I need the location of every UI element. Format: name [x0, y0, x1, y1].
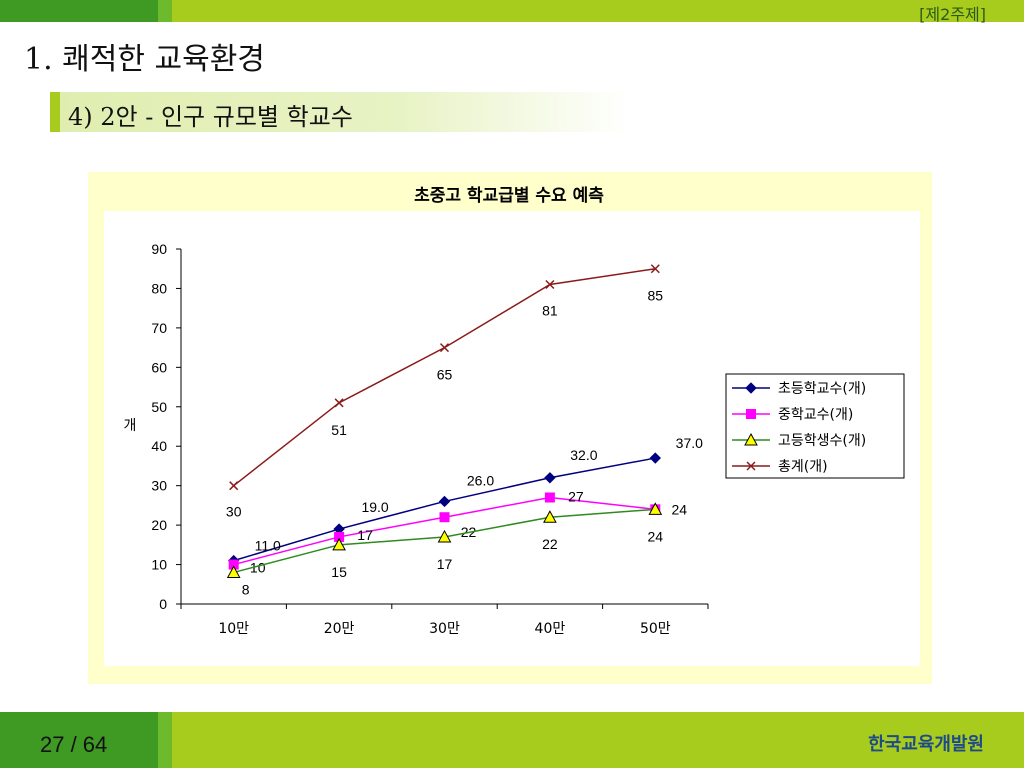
y-tick-label: 0	[159, 596, 167, 612]
y-tick-label: 10	[151, 557, 167, 573]
data-label: 51	[331, 422, 347, 438]
y-axis-label: 개	[124, 418, 137, 434]
legend-label: 초등학교수(개)	[778, 381, 866, 397]
legend-marker	[746, 461, 756, 471]
bottom-bar: 27 / 64 한국교육개발원	[0, 712, 1024, 768]
data-point	[226, 565, 241, 578]
data-point	[332, 537, 346, 551]
legend-label: 총계(개)	[778, 459, 828, 475]
series-line	[233, 457, 656, 562]
data-label: 15	[331, 564, 347, 580]
data-label: 22	[542, 536, 558, 552]
data-point	[650, 264, 660, 274]
legend-box	[725, 373, 905, 479]
topic-tag: [제2주제]	[919, 5, 986, 24]
data-label: 32.0	[570, 447, 597, 463]
organization-name: 한국교육개발원	[868, 734, 984, 755]
data-point	[439, 512, 450, 523]
data-label: 10	[250, 560, 266, 576]
data-label: 24	[648, 528, 664, 544]
bottom-bar-accent-dark	[0, 712, 158, 768]
data-point	[545, 279, 555, 290]
data-label: 85	[648, 288, 664, 304]
x-tick-label: 10만	[218, 621, 249, 637]
data-label: 26.0	[467, 472, 494, 488]
data-point	[649, 452, 662, 464]
y-tick-label: 60	[151, 359, 167, 375]
legend-label: 고등학생수(개)	[778, 433, 866, 449]
data-point	[229, 481, 239, 491]
data-label: 24	[672, 501, 688, 517]
data-point	[544, 492, 555, 503]
section-subtitle: 4) 2안 - 인구 규모별 학교수	[50, 92, 630, 132]
x-tick-label: 20만	[324, 621, 355, 637]
y-tick-label: 40	[151, 438, 167, 454]
x-tick-label: 50만	[640, 621, 671, 637]
y-tick-label: 20	[151, 517, 167, 533]
top-bar-accent-dark	[0, 0, 158, 22]
subtitle-text: 4) 2안 - 인구 규모별 학교수	[68, 103, 353, 131]
x-tick-label: 40만	[535, 621, 566, 637]
x-tick-label: 30만	[429, 621, 460, 637]
chart-title: 초중고 학교급별 수요 예측	[414, 186, 604, 206]
data-label: 11.0	[255, 538, 281, 554]
y-tick-label: 50	[151, 399, 167, 415]
data-point	[544, 472, 556, 484]
y-tick-label: 70	[151, 320, 167, 336]
y-tick-label: 90	[151, 241, 167, 257]
y-tick-label: 30	[151, 478, 167, 494]
legend-marker	[744, 432, 758, 446]
y-tick-label: 80	[151, 280, 167, 296]
data-point	[437, 529, 452, 543]
page-title: 1. 쾌적한 교육환경	[24, 42, 265, 77]
legend-marker	[745, 382, 757, 394]
data-point	[439, 343, 450, 353]
data-label: 30	[226, 504, 242, 520]
data-label: 37.0	[676, 435, 703, 451]
data-label: 19.0	[361, 499, 388, 515]
legend-marker	[746, 409, 756, 419]
page-number: 27 / 64	[40, 732, 108, 757]
bottom-bar-accent-mid	[158, 712, 172, 768]
data-label: 27	[568, 489, 584, 505]
top-bar-accent-mid	[158, 0, 172, 22]
data-point	[438, 495, 451, 508]
data-label: 17	[437, 556, 453, 572]
data-label: 17	[357, 527, 373, 543]
data-point	[648, 502, 663, 515]
data-point	[543, 510, 557, 523]
data-label: 81	[542, 303, 558, 319]
data-label: 65	[437, 367, 453, 383]
data-label: 8	[242, 581, 250, 597]
data-point	[334, 398, 344, 408]
top-bar: [제2주제]	[0, 0, 1024, 24]
legend-label: 중학교수(개)	[778, 407, 853, 423]
